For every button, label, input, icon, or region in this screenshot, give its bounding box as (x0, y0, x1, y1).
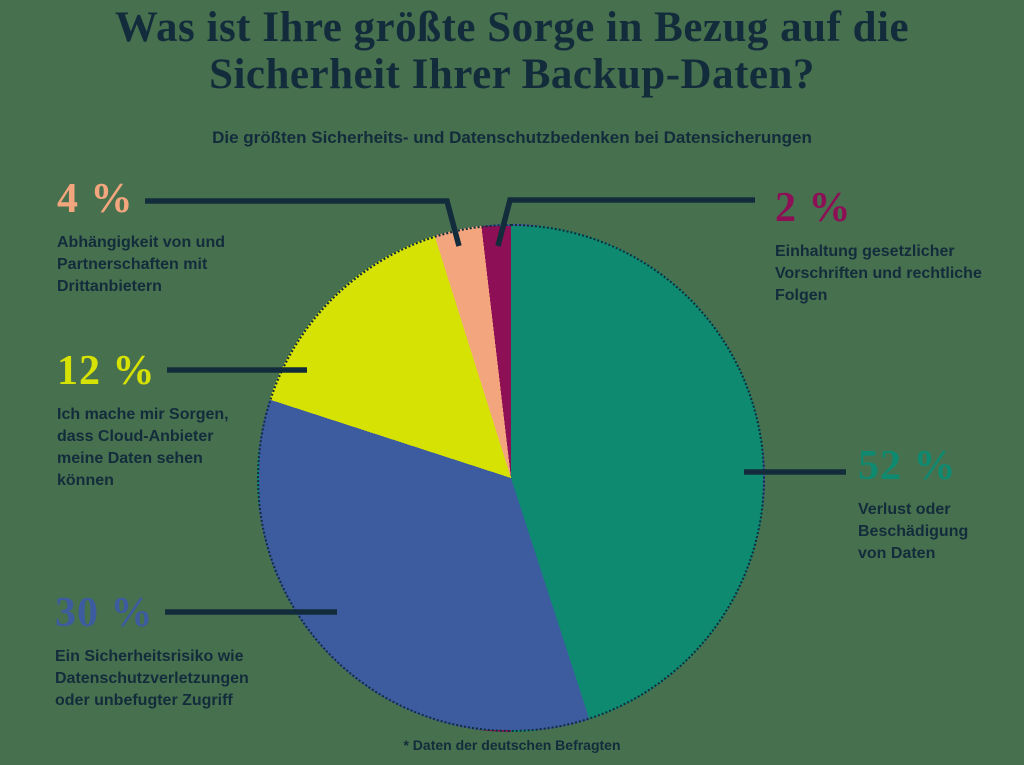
callout-12pct: 12 % Ich mache mir Sorgen, dass Cloud-An… (57, 350, 247, 492)
pie-chart (257, 224, 765, 732)
callout-line-4pct (145, 198, 462, 247)
callout-label: Einhaltung gesetzlicher Vorschriften und… (775, 243, 982, 305)
page-title: Was ist Ihre größte Sorge in Bezug auf d… (114, 4, 910, 98)
callout-percent: 52 % (858, 443, 957, 489)
callout-line-2pct (495, 197, 755, 247)
footnote: * Daten der deutschen Befragten (403, 737, 621, 753)
callout-30pct: 30 % Ein Sicherheitsrisiko wie Datenschu… (55, 592, 283, 712)
callout-label: Abhängigkeit von und Partnerschaften mit… (57, 234, 225, 296)
callout-percent: 4 % (57, 176, 134, 222)
callout-52pct: 52 % Verlust oder Beschädigung von Daten (858, 445, 988, 565)
callout-percent: 2 % (775, 185, 852, 231)
callout-label: Verlust oder Beschädigung von Daten (858, 501, 969, 563)
callout-percent: 30 % (55, 590, 154, 636)
callout-label: Ich mache mir Sorgen, dass Cloud-Anbiete… (57, 406, 229, 490)
page-subtitle: Die größten Sicherheits- und Datenschutz… (212, 128, 812, 147)
callout-4pct: 4 % Abhängigkeit von und Partnerschaften… (57, 178, 241, 298)
callout-percent: 12 % (57, 348, 156, 394)
callout-2pct: 2 % Einhaltung gesetzlicher Vorschriften… (775, 187, 983, 307)
callout-label: Ein Sicherheitsrisiko wie Datenschutzver… (55, 648, 249, 710)
